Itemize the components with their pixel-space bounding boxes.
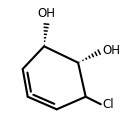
- Text: OH: OH: [38, 7, 56, 20]
- Text: OH: OH: [102, 44, 120, 57]
- Text: Cl: Cl: [102, 98, 114, 111]
